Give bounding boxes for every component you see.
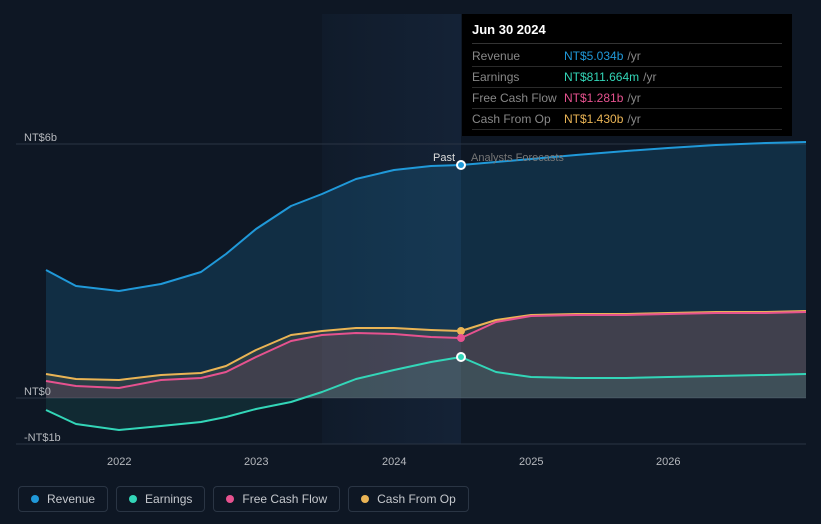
tooltip-metric-label: Free Cash Flow bbox=[472, 89, 564, 107]
y-tick-label: -NT$1b bbox=[24, 432, 61, 444]
tooltip-metric-unit: /yr bbox=[643, 68, 656, 86]
legend-item-revenue[interactable]: Revenue bbox=[18, 486, 108, 512]
legend-dot-icon bbox=[226, 495, 234, 503]
tooltip-row: EarningsNT$811.664m/yr bbox=[472, 67, 782, 88]
tooltip-metric-value: NT$811.664m bbox=[564, 68, 639, 86]
tooltip-row: Cash From OpNT$1.430b/yr bbox=[472, 109, 782, 130]
chart-tooltip: Jun 30 2024 RevenueNT$5.034b/yrEarningsN… bbox=[462, 14, 792, 136]
chart-marker bbox=[457, 334, 465, 342]
tooltip-metric-value: NT$1.430b bbox=[564, 110, 623, 128]
legend-item-cash-from-op[interactable]: Cash From Op bbox=[348, 486, 469, 512]
legend-label: Revenue bbox=[47, 492, 95, 506]
tooltip-metric-unit: /yr bbox=[627, 110, 640, 128]
tooltip-metric-label: Revenue bbox=[472, 47, 564, 65]
chart-marker bbox=[458, 162, 464, 168]
legend-label: Earnings bbox=[145, 492, 192, 506]
forecast-label: Analysts Forecasts bbox=[471, 152, 564, 164]
y-tick-label: NT$0 bbox=[24, 386, 51, 398]
financial-chart: NT$6b NT$0 -NT$1b 2022 2023 2024 2025 2026 Pas… bbox=[16, 14, 806, 474]
tooltip-metric-label: Earnings bbox=[472, 68, 564, 86]
tooltip-metric-value: NT$1.281b bbox=[564, 89, 623, 107]
tooltip-metric-unit: /yr bbox=[627, 47, 640, 65]
tooltip-title: Jun 30 2024 bbox=[472, 20, 782, 44]
past-label: Past bbox=[433, 152, 455, 164]
legend-dot-icon bbox=[129, 495, 137, 503]
legend-item-free-cash-flow[interactable]: Free Cash Flow bbox=[213, 486, 340, 512]
tooltip-metric-label: Cash From Op bbox=[472, 110, 564, 128]
x-tick-label: 2023 bbox=[244, 456, 268, 468]
chart-legend: Revenue Earnings Free Cash Flow Cash From O… bbox=[18, 486, 469, 512]
tooltip-metric-unit: /yr bbox=[627, 89, 640, 107]
chart-marker bbox=[458, 354, 464, 360]
tooltip-rows: RevenueNT$5.034b/yrEarningsNT$811.664m/y… bbox=[472, 46, 782, 130]
legend-label: Cash From Op bbox=[377, 492, 456, 506]
tooltip-row: RevenueNT$5.034b/yr bbox=[472, 46, 782, 67]
legend-dot-icon bbox=[361, 495, 369, 503]
tooltip-metric-value: NT$5.034b bbox=[564, 47, 623, 65]
x-tick-label: 2025 bbox=[519, 456, 543, 468]
x-tick-label: 2022 bbox=[107, 456, 131, 468]
y-tick-label: NT$6b bbox=[24, 132, 57, 144]
legend-dot-icon bbox=[31, 495, 39, 503]
x-tick-label: 2024 bbox=[382, 456, 406, 468]
legend-item-earnings[interactable]: Earnings bbox=[116, 486, 205, 512]
legend-label: Free Cash Flow bbox=[242, 492, 327, 506]
tooltip-row: Free Cash FlowNT$1.281b/yr bbox=[472, 88, 782, 109]
x-tick-label: 2026 bbox=[656, 456, 680, 468]
